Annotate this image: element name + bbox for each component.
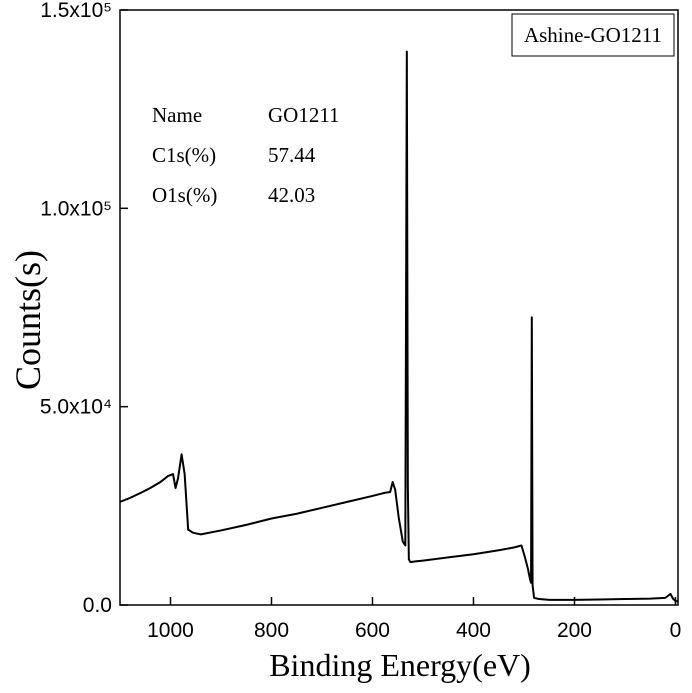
x-axis-label: Binding Energy(eV)	[269, 647, 531, 683]
y-tick-label: 0.0	[83, 594, 112, 617]
info-key: Name	[152, 103, 202, 127]
y-tick-label: 5.0x10⁴	[40, 396, 112, 419]
x-tick-label: 800	[254, 619, 289, 642]
info-key: O1s(%)	[152, 183, 217, 207]
legend-box	[511, 13, 675, 57]
y-axis-label: Counts(s)	[8, 250, 48, 390]
x-tick-label: 1000	[147, 619, 194, 642]
info-value: GO1211	[268, 103, 340, 127]
x-tick-label: 600	[355, 619, 390, 642]
plot-frame	[119, 9, 679, 606]
info-key: C1s(%)	[152, 143, 216, 167]
x-tick-label: 0	[670, 619, 682, 642]
spectrum-line	[119, 50, 679, 603]
legend-text: Ashine-GO1211	[524, 23, 662, 47]
info-value: 42.03	[268, 183, 315, 207]
y-tick-label: 1.5x10⁵	[40, 0, 112, 22]
x-tick-label: 400	[456, 619, 491, 642]
x-tick-label: 200	[557, 619, 592, 642]
info-value: 57.44	[268, 143, 316, 167]
y-tick-label: 1.0x10⁵	[40, 197, 112, 220]
